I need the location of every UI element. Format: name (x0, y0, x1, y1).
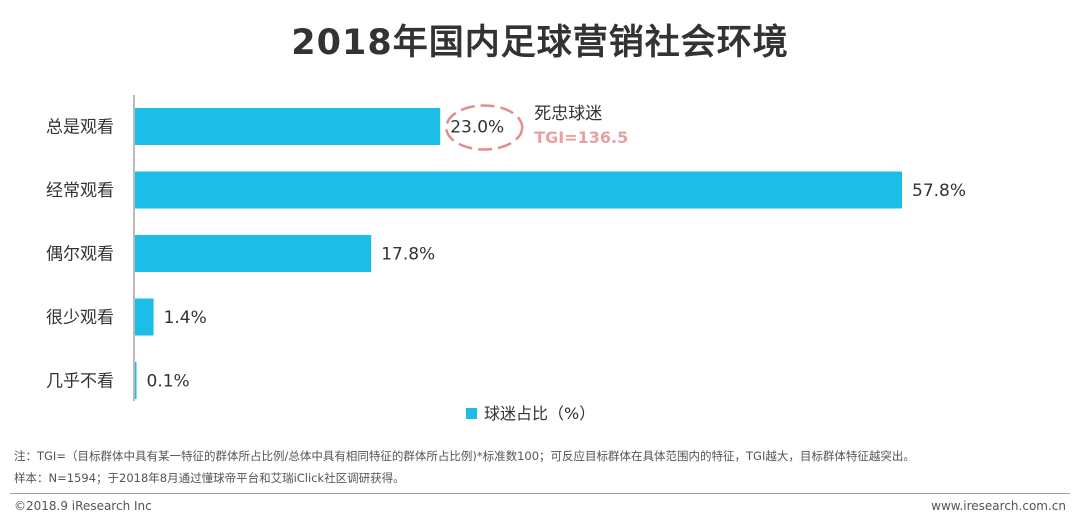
bar (135, 171, 902, 209)
category-label: 很少观看 (46, 308, 114, 328)
website-url: www.iresearch.com.cn (931, 499, 1066, 513)
value-label: 1.4% (164, 308, 207, 328)
value-label: 17.8% (381, 245, 435, 265)
highlight-circle (444, 104, 524, 151)
category-label: 偶尔观看 (46, 245, 114, 265)
category-label: 几乎不看 (46, 372, 114, 392)
footer-divider (10, 493, 1070, 494)
category-label: 经常观看 (46, 181, 114, 201)
value-label: 57.8% (912, 181, 966, 201)
annotation-tgi-value: TGI=136.5 (534, 128, 628, 147)
bar (135, 298, 154, 336)
bar (135, 108, 441, 145)
legend-label: 球迷占比（%） (484, 404, 595, 423)
category-label: 总是观看 (46, 118, 114, 138)
annotation-label: 死忠球迷 (534, 104, 602, 124)
chart-title: 2018年国内足球营销社会环境 (291, 23, 789, 63)
copyright-text: ©2018.9 iResearch Inc (14, 499, 152, 513)
bar-chart: 总是观看 23.0% 经常观看 57.8% 偶尔观看 17.8% 很少观看 1.4% 几乎不看 0… (46, 95, 966, 423)
footnote-sample: 样本：N=1594；于2018年8月通过懂球帝平台和艾瑞iClick社区调研获得… (14, 471, 405, 485)
footnote-tgi: 注：TGI=（目标群体中具有某一特征的群体所占比例/总体中具有相同特征的群体所占… (14, 449, 915, 463)
bar (135, 235, 372, 272)
value-label: 0.1% (147, 372, 190, 392)
bar (135, 362, 137, 399)
legend-swatch (466, 408, 477, 419)
value-label: 23.0% (450, 118, 504, 138)
